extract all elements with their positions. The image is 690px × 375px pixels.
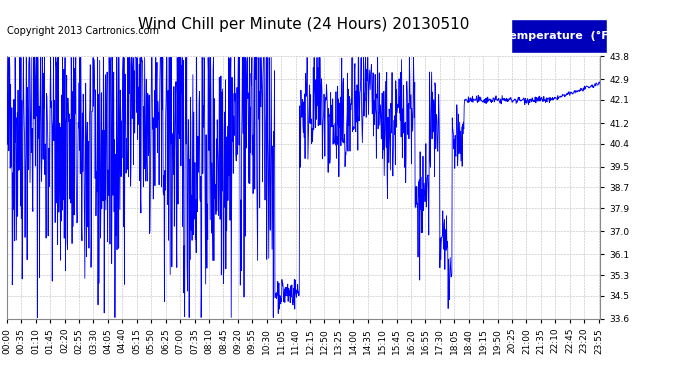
Text: Copyright 2013 Cartronics.com: Copyright 2013 Cartronics.com: [7, 26, 159, 36]
Text: Wind Chill per Minute (24 Hours) 20130510: Wind Chill per Minute (24 Hours) 2013051…: [138, 17, 469, 32]
Text: Temperature  (°F): Temperature (°F): [504, 31, 614, 40]
